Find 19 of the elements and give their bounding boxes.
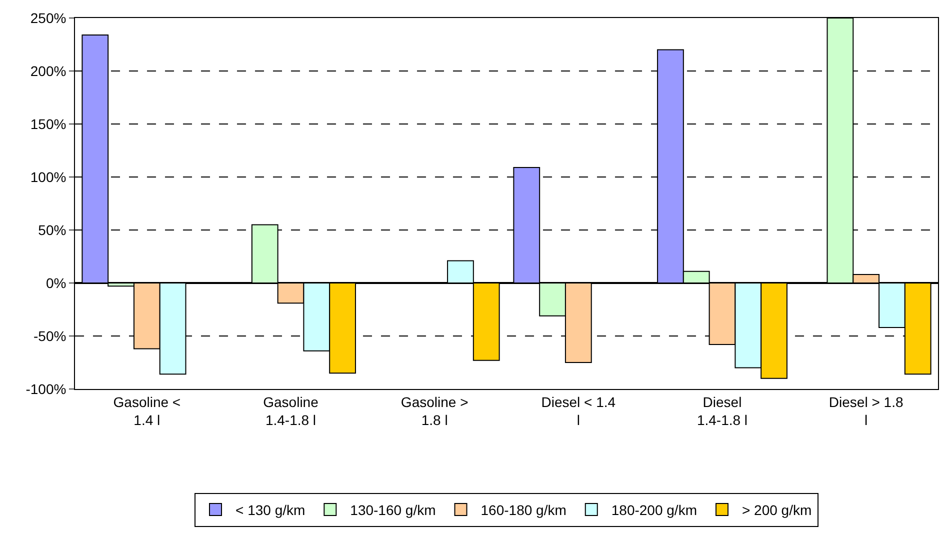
- y-tick-label: -100%: [26, 380, 66, 397]
- legend-label: 160-180 g/km: [480, 502, 566, 518]
- x-tick-label: Diesel < 1.4 l: [541, 394, 616, 428]
- y-tick-label: 0%: [46, 274, 66, 291]
- legend-label: < 130 g/km: [236, 502, 306, 518]
- y-tick-label: -50%: [34, 328, 66, 344]
- x-tick-label: Gasoline < 1.4 l: [113, 394, 181, 428]
- y-tick-label: 150%: [30, 116, 66, 132]
- y-tick-label: 250%: [30, 10, 66, 26]
- legend-label: 130-160 g/km: [350, 502, 436, 518]
- x-tick-label: Gasoline > 1.8 l: [400, 394, 468, 428]
- x-tick-label: Diesel > 1.8 l: [828, 394, 904, 428]
- x-tick-label: Gasoline 1.4-1.8 l: [263, 394, 319, 428]
- y-tick-label: 100%: [30, 168, 66, 185]
- legend-label: 180-200 g/km: [611, 502, 697, 518]
- legend-label: > 200 g/km: [742, 502, 812, 518]
- y-tick-label: 200%: [30, 62, 66, 79]
- x-tick-label: Diesel 1.4-1.8 l: [696, 394, 748, 428]
- y-tick-label: 50%: [38, 222, 66, 238]
